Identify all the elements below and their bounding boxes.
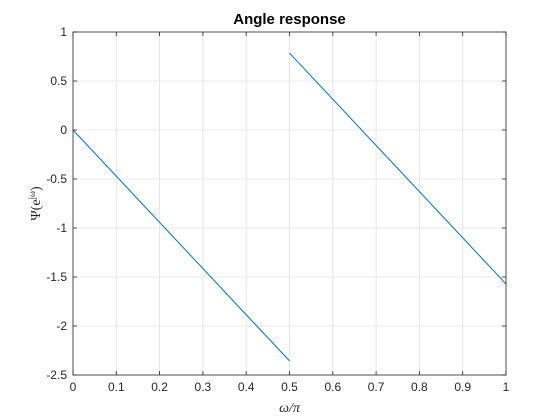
ticks [72, 31, 507, 376]
series-line-segment [289, 52, 507, 285]
y-tick-label: 0.5 [50, 74, 67, 88]
chart-title: Angle response [233, 11, 346, 28]
y-axis-label-main: Ψ(e [29, 199, 44, 220]
x-tick-label: 0.8 [411, 380, 428, 394]
y-axis-label-superscript: jω [27, 191, 37, 201]
x-axis-label: ω/π [279, 401, 301, 416]
x-tick-label: 1 [503, 380, 510, 394]
y-axis-label: Ψ(ejω) [27, 186, 44, 221]
x-tick-label: 0.5 [281, 380, 298, 394]
x-tick-label: 0.6 [324, 380, 341, 394]
y-tick-label: 0 [60, 123, 67, 137]
y-tick-label: -0.5 [46, 172, 67, 186]
x-tick-label: 0.7 [368, 380, 385, 394]
series-layer [72, 52, 507, 362]
x-tick-label: 0.2 [151, 380, 168, 394]
y-tick-label: 1 [60, 25, 67, 39]
y-tick-label: -2.5 [46, 368, 67, 382]
x-tick-label: 0 [70, 380, 77, 394]
x-tick-label: 0.3 [195, 380, 212, 394]
y-tick-label: -1.5 [46, 270, 67, 284]
y-tick-labels: 1 0.5 0 -0.5 -1 -1.5 -2 -2.5 [46, 25, 67, 382]
x-tick-label: 0.1 [108, 380, 125, 394]
x-tick-label: 0.9 [454, 380, 471, 394]
series-line-segment [72, 129, 290, 362]
x-tick-label: 0.4 [238, 380, 255, 394]
x-tick-labels: 0 0.1 0.2 0.3 0.4 0.5 0.6 0.7 0.8 0.9 1 [70, 380, 510, 394]
y-axis-label-close: ) [29, 186, 44, 191]
y-tick-label: -1 [56, 221, 67, 235]
y-tick-label: -2 [56, 319, 67, 333]
